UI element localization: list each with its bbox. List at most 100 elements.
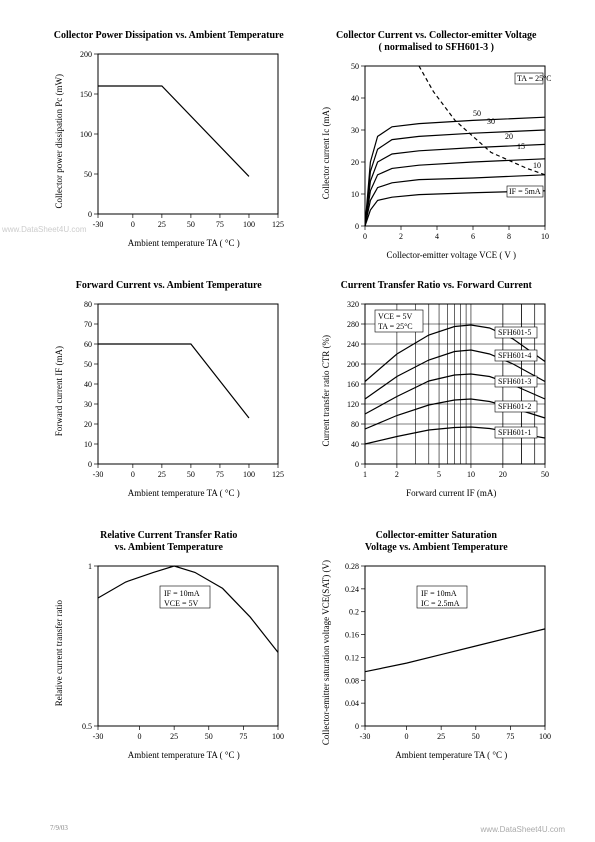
- svg-text:0.2: 0.2: [349, 608, 359, 617]
- svg-text:80: 80: [84, 300, 92, 309]
- svg-text:10: 10: [533, 161, 541, 170]
- svg-text:15: 15: [517, 142, 525, 151]
- svg-text:SFH601-4: SFH601-4: [498, 351, 531, 360]
- svg-text:75: 75: [216, 470, 224, 479]
- y-axis-label: Current transfer ratio CTR (%): [321, 335, 331, 446]
- svg-text:0: 0: [355, 222, 359, 231]
- plot-area: -30025507510012501020304050607080: [68, 298, 284, 484]
- svg-text:25: 25: [158, 220, 166, 229]
- x-axis-label: Ambient temperature TA ( °C ): [128, 750, 240, 760]
- chart-title: Forward Current vs. Ambient Temperature: [76, 280, 262, 292]
- x-axis-label: Collector-emitter voltage VCE ( V ): [386, 250, 516, 260]
- svg-text:20: 20: [351, 158, 359, 167]
- svg-text:0.12: 0.12: [345, 653, 359, 662]
- svg-text:1: 1: [88, 562, 92, 571]
- watermark-right: www.DataSheet4U.com: [481, 825, 565, 834]
- svg-text:50: 50: [205, 732, 213, 741]
- svg-text:0: 0: [405, 732, 409, 741]
- svg-text:SFH601-3: SFH601-3: [498, 377, 531, 386]
- svg-text:SFH601-5: SFH601-5: [498, 328, 531, 337]
- svg-text:125: 125: [272, 470, 284, 479]
- plot-area: 12510205004080120160200240280320VCE = 5V…: [335, 298, 551, 484]
- svg-text:50: 50: [187, 220, 195, 229]
- plot-area: -300255075100125050100150200: [68, 48, 284, 234]
- svg-text:100: 100: [539, 732, 551, 741]
- svg-text:2: 2: [395, 470, 399, 479]
- chart-title: Collector Current vs. Collector-emitter …: [336, 30, 536, 54]
- svg-text:30: 30: [84, 400, 92, 409]
- svg-text:40: 40: [351, 440, 359, 449]
- svg-text:IF = 10mA: IF = 10mA: [164, 589, 200, 598]
- y-axis-label: Collector power dissipation Pc (mW): [54, 74, 64, 208]
- svg-text:TA = 25°C: TA = 25°C: [378, 322, 413, 331]
- svg-text:SFH601-1: SFH601-1: [498, 428, 531, 437]
- svg-text:50: 50: [351, 62, 359, 71]
- chart-c3: Forward Current vs. Ambient Temperature F…: [50, 280, 288, 510]
- svg-text:20: 20: [499, 470, 507, 479]
- svg-text:8: 8: [507, 232, 511, 241]
- svg-text:160: 160: [347, 380, 359, 389]
- svg-text:VCE = 5V: VCE = 5V: [378, 312, 413, 321]
- watermark-left: www.DataSheet4U.com: [2, 225, 86, 234]
- chart-c6: Collector-emitter SaturationVoltage vs. …: [318, 530, 556, 760]
- svg-text:75: 75: [239, 732, 247, 741]
- svg-text:320: 320: [347, 300, 359, 309]
- svg-text:0: 0: [137, 732, 141, 741]
- svg-text:TA = 25°C: TA = 25°C: [517, 74, 551, 83]
- chart-c5: Relative Current Transfer Ratiovs. Ambie…: [50, 530, 288, 760]
- svg-text:0.04: 0.04: [345, 699, 359, 708]
- svg-text:40: 40: [84, 380, 92, 389]
- plot-area: -30025507510000.040.080.120.160.20.240.2…: [335, 560, 551, 746]
- svg-text:10: 10: [467, 470, 475, 479]
- svg-text:30: 30: [487, 117, 495, 126]
- svg-text:IF = 10mA: IF = 10mA: [421, 589, 457, 598]
- chart-c2: Collector Current vs. Collector-emitter …: [318, 30, 556, 260]
- svg-text:25: 25: [437, 732, 445, 741]
- svg-text:VCE = 5V: VCE = 5V: [164, 599, 199, 608]
- svg-text:0.28: 0.28: [345, 562, 359, 571]
- svg-text:75: 75: [507, 732, 515, 741]
- svg-text:-30: -30: [92, 732, 103, 741]
- svg-text:50: 50: [472, 732, 480, 741]
- svg-text:0: 0: [355, 460, 359, 469]
- chart-title: Current Transfer Ratio vs. Forward Curre…: [341, 280, 532, 292]
- svg-text:50: 50: [84, 170, 92, 179]
- svg-text:SFH601-2: SFH601-2: [498, 402, 531, 411]
- svg-text:100: 100: [80, 130, 92, 139]
- svg-text:4: 4: [435, 232, 439, 241]
- svg-text:280: 280: [347, 320, 359, 329]
- svg-text:25: 25: [170, 732, 178, 741]
- svg-text:40: 40: [351, 94, 359, 103]
- svg-text:20: 20: [84, 420, 92, 429]
- svg-text:0: 0: [88, 210, 92, 219]
- x-axis-label: Forward current IF (mA): [406, 488, 496, 498]
- svg-text:5: 5: [437, 470, 441, 479]
- chart-title: Collector Power Dissipation vs. Ambient …: [54, 30, 284, 42]
- svg-text:IC = 2.5mA: IC = 2.5mA: [421, 599, 460, 608]
- svg-text:0.24: 0.24: [345, 585, 359, 594]
- svg-text:150: 150: [80, 90, 92, 99]
- chart-title: Collector-emitter SaturationVoltage vs. …: [365, 530, 508, 554]
- svg-text:125: 125: [272, 220, 284, 229]
- svg-text:70: 70: [84, 320, 92, 329]
- svg-text:IF = 5mA: IF = 5mA: [509, 187, 541, 196]
- svg-text:10: 10: [541, 232, 549, 241]
- plot-area: 024681001020304050TA = 25°C5030201510IF …: [335, 60, 551, 246]
- footnote-date: 7/9/03: [50, 824, 68, 832]
- y-axis-label: Relative current transfer ratio: [54, 600, 64, 706]
- y-axis-label: Collector current Ic (mA): [321, 107, 331, 199]
- svg-text:-30: -30: [92, 470, 103, 479]
- svg-text:200: 200: [80, 50, 92, 59]
- svg-text:50: 50: [187, 470, 195, 479]
- svg-text:0.16: 0.16: [345, 631, 359, 640]
- svg-text:200: 200: [347, 360, 359, 369]
- svg-text:20: 20: [505, 132, 513, 141]
- svg-text:-30: -30: [92, 220, 103, 229]
- svg-text:25: 25: [158, 470, 166, 479]
- y-axis-label: Forward current IF (mA): [54, 346, 64, 436]
- svg-text:30: 30: [351, 126, 359, 135]
- svg-text:2: 2: [399, 232, 403, 241]
- svg-text:-30: -30: [360, 732, 371, 741]
- svg-text:100: 100: [272, 732, 284, 741]
- x-axis-label: Ambient temperature TA ( °C ): [128, 238, 240, 248]
